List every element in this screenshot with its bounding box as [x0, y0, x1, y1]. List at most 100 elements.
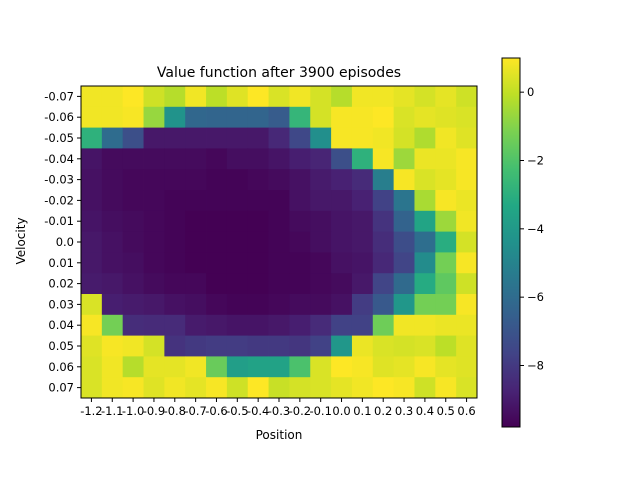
- heatmap-cell: [289, 169, 311, 191]
- heatmap-cell: [101, 127, 124, 149]
- x-tick-label: -0.8: [164, 404, 186, 418]
- heatmap-cell: [143, 252, 165, 274]
- heatmap-cell: [143, 127, 165, 149]
- heatmap-cell: [164, 273, 186, 295]
- heatmap-cell: [164, 190, 186, 212]
- heatmap-cell: [435, 190, 457, 212]
- heatmap-cell: [414, 148, 436, 170]
- heatmap-cell: [456, 148, 478, 170]
- heatmap-cell: [456, 377, 478, 399]
- heatmap-cell: [310, 273, 332, 295]
- heatmap-cell: [226, 169, 249, 191]
- heatmap-cell: [351, 335, 374, 357]
- heatmap-cell: [143, 210, 165, 232]
- heatmap-cell: [435, 148, 457, 170]
- heatmap-cell: [122, 106, 144, 128]
- heatmap-cell: [310, 148, 332, 170]
- heatmap-cell: [206, 86, 228, 108]
- heatmap-cell: [101, 335, 124, 357]
- heatmap-cell: [143, 335, 165, 357]
- heatmap-cell: [206, 169, 228, 191]
- heatmap-cell: [310, 106, 332, 128]
- heatmap-cell: [414, 273, 436, 295]
- heatmap-cell: [185, 190, 207, 212]
- x-tick-label: -0.5: [226, 404, 248, 418]
- heatmap-cell: [393, 210, 415, 232]
- heatmap-cell: [101, 148, 124, 170]
- heatmap-cell: [310, 231, 332, 253]
- heatmap-cell: [164, 210, 186, 232]
- heatmap-cell: [456, 252, 478, 274]
- heatmap-cell: [351, 106, 374, 128]
- y-tick-label: 0.07: [48, 381, 74, 395]
- heatmap-cell: [122, 314, 144, 336]
- heatmap-cell: [81, 314, 103, 336]
- heatmap-cell: [310, 169, 332, 191]
- heatmap-cell: [393, 231, 415, 253]
- heatmap-cell: [164, 148, 186, 170]
- heatmap-cell: [393, 86, 415, 108]
- heatmap-cell: [393, 127, 415, 149]
- heatmap-cell: [185, 106, 207, 128]
- heatmap-cell: [164, 231, 186, 253]
- heatmap-cell: [351, 86, 374, 108]
- heatmap-cell: [435, 314, 457, 336]
- heatmap-cell: [101, 356, 124, 378]
- heatmap-cell: [247, 148, 269, 170]
- heatmap-cell: [372, 377, 395, 399]
- heatmap-cell: [331, 252, 353, 274]
- heatmap-cell: [268, 127, 290, 149]
- heatmap-cell: [101, 252, 124, 274]
- heatmap-cell: [81, 106, 103, 128]
- heatmap-cell: [456, 106, 478, 128]
- heatmap-cell: [247, 294, 269, 316]
- heatmap-cell: [206, 106, 228, 128]
- heatmap-cells: [81, 86, 478, 399]
- heatmap-cell: [331, 127, 353, 149]
- heatmap-cell: [372, 127, 395, 149]
- heatmap-cell: [247, 252, 269, 274]
- heatmap-cell: [226, 148, 249, 170]
- heatmap-cell: [351, 127, 374, 149]
- heatmap-cell: [122, 377, 144, 399]
- heatmap-cell: [331, 148, 353, 170]
- heatmap-cell: [310, 252, 332, 274]
- y-tick-label: -0.04: [44, 152, 74, 166]
- heatmap-cell: [331, 86, 353, 108]
- heatmap-cell: [185, 86, 207, 108]
- colorbar-ticks: 0 −2 −4 −6 −8: [520, 85, 544, 373]
- heatmap-cell: [185, 314, 207, 336]
- heatmap-cell: [81, 335, 103, 357]
- heatmap-cell: [372, 335, 395, 357]
- heatmap-cell: [206, 314, 228, 336]
- heatmap-cell: [456, 127, 478, 149]
- heatmap-cell: [268, 148, 290, 170]
- heatmap-cell: [206, 190, 228, 212]
- y-tick-label: -0.01: [44, 214, 74, 228]
- heatmap-cell: [351, 190, 374, 212]
- heatmap-cell: [185, 210, 207, 232]
- heatmap-cell: [81, 294, 103, 316]
- heatmap-cell: [331, 273, 353, 295]
- heatmap-cell: [435, 273, 457, 295]
- colorbar: [501, 57, 521, 428]
- heatmap-cell: [81, 273, 103, 295]
- heatmap-cell: [143, 106, 165, 128]
- heatmap-cell: [206, 127, 228, 149]
- heatmap-cell: [393, 106, 415, 128]
- heatmap-cell: [372, 210, 395, 232]
- heatmap-cell: [101, 169, 124, 191]
- heatmap-cell: [185, 127, 207, 149]
- heatmap-cell: [122, 273, 144, 295]
- x-tick-label: -1.0: [122, 404, 144, 418]
- colorbar-tick-label: −6: [527, 290, 544, 304]
- heatmap-cell: [351, 314, 374, 336]
- heatmap-cell: [456, 169, 478, 191]
- heatmap-cell: [164, 106, 186, 128]
- heatmap-cell: [101, 294, 124, 316]
- y-tick-label: -0.06: [44, 110, 74, 124]
- heatmap-cell: [268, 86, 290, 108]
- heatmap-cell: [351, 356, 374, 378]
- heatmap-cell: [351, 273, 374, 295]
- heatmap-cell: [310, 190, 332, 212]
